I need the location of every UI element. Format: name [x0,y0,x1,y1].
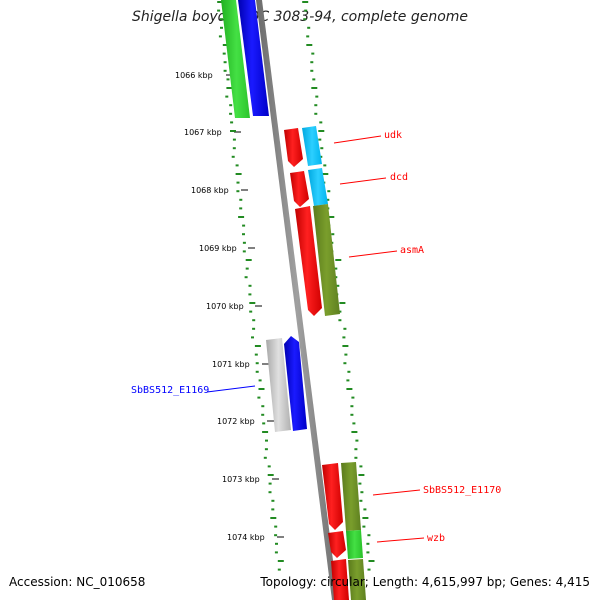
genome-backbone [256,0,338,600]
gene-asmA-arrow[interactable] [295,206,322,316]
cds-asmA[interactable] [313,204,340,316]
gene-label-asmA[interactable]: asmA [400,245,424,256]
gene-label-wzb[interactable]: wzb [427,533,445,544]
scale-labels: 1066 kbp 1067 kbp 1068 kbp 1069 kbp 1070… [175,71,265,542]
cds-wzb[interactable] [346,530,363,559]
tick-label-1068: 1068 kbp [191,186,229,195]
gene-dcd-arrow[interactable] [290,171,309,207]
tick-label-1069: 1069 kbp [199,244,237,253]
topology-summary: Topology: circular; Length: 4,615,997 bp… [260,575,590,589]
tick-label-1071: 1071 kbp [212,360,250,369]
gene-E1170-arrow[interactable] [322,463,343,530]
gene-udk-arrow[interactable] [284,128,303,167]
gene-label-SbBS512-E1170[interactable]: SbBS512_E1170 [423,485,501,496]
tick-label-1067: 1067 kbp [184,128,222,137]
feature-block-bottom[interactable] [331,559,366,600]
tick-label-1073: 1073 kbp [222,475,260,484]
gene-wzb-arrow[interactable] [328,531,346,558]
cds-green-top[interactable] [221,0,252,118]
gene-blue-top[interactable] [238,0,269,116]
feature-block-top[interactable] [221,0,269,118]
map-title: Shigella boydii CDC 3083-94, complete ge… [131,9,469,25]
cds-udk[interactable] [302,126,322,166]
scale-ticks [226,74,284,538]
gene-dcd[interactable] [290,168,328,207]
gene-label-SbBS512-E1169[interactable]: SbBS512_E1169 [131,385,209,396]
gene-udk[interactable] [284,126,322,167]
label-leaders [206,135,425,543]
tick-label-1072: 1072 kbp [217,417,255,426]
cds-E1170[interactable] [341,462,361,531]
tick-label-1070: 1070 kbp [206,302,244,311]
gene-SbBS512-E1169[interactable] [266,336,307,432]
gene-label-udk[interactable]: udk [384,130,402,141]
gene-wzb[interactable] [328,530,363,559]
gene-asmA[interactable] [295,204,340,316]
gene-E1169-arrow[interactable] [284,336,307,431]
tick-label-1066: 1066 kbp [175,71,213,80]
tick-label-1074: 1074 kbp [227,533,265,542]
cds-olive-bottom[interactable] [348,559,366,600]
gene-label-dcd[interactable]: dcd [390,172,408,183]
cds-grey-E1169[interactable] [266,338,291,432]
gene-SbBS512-E1170[interactable] [322,462,361,531]
cds-dcd[interactable] [308,168,328,206]
accession-text: Accession: NC_010658 [9,575,146,589]
gene-red-bottom[interactable] [331,559,349,600]
